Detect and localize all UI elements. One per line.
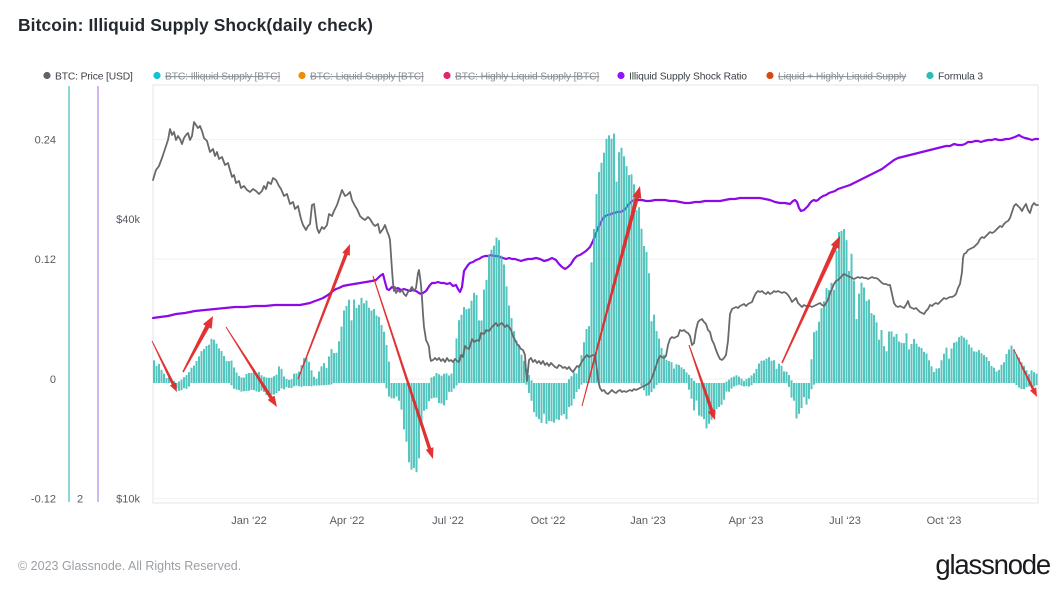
svg-text:0.12: 0.12 xyxy=(35,254,56,266)
svg-text:Oct ‘22: Oct ‘22 xyxy=(531,515,566,527)
svg-text:Oct ‘23: Oct ‘23 xyxy=(927,515,962,527)
svg-text:0: 0 xyxy=(50,374,56,386)
svg-text:Jul ‘22: Jul ‘22 xyxy=(432,515,464,527)
svg-text:Formula 3: Formula 3 xyxy=(938,71,983,82)
svg-text:Jan ‘23: Jan ‘23 xyxy=(630,515,665,527)
svg-text:$40k: $40k xyxy=(116,214,140,226)
svg-text:BTC: Illiquid Supply [BTC]: BTC: Illiquid Supply [BTC] xyxy=(165,71,280,82)
svg-text:Illiquid Supply Shock Ratio: Illiquid Supply Shock Ratio xyxy=(629,71,747,82)
svg-text:© 2023 Glassnode. All Rights R: © 2023 Glassnode. All Rights Reserved. xyxy=(18,559,241,573)
svg-text:-0.12: -0.12 xyxy=(31,494,56,506)
svg-text:Jan ‘22: Jan ‘22 xyxy=(231,515,266,527)
svg-text:glassnode: glassnode xyxy=(935,549,1050,580)
svg-text:Apr ‘23: Apr ‘23 xyxy=(729,515,764,527)
svg-text:BTC: Liquid Supply [BTC]: BTC: Liquid Supply [BTC] xyxy=(310,71,424,82)
svg-text:Liquid + Highly Liquid Supply: Liquid + Highly Liquid Supply xyxy=(778,71,907,82)
svg-text:$10k: $10k xyxy=(116,494,140,506)
svg-text:Jul ‘23: Jul ‘23 xyxy=(829,515,861,527)
svg-text:BTC: Highly Liquid Supply [BTC: BTC: Highly Liquid Supply [BTC] xyxy=(455,71,599,82)
svg-text:0.24: 0.24 xyxy=(35,135,56,147)
svg-text:Apr ‘22: Apr ‘22 xyxy=(330,515,365,527)
svg-text:2: 2 xyxy=(77,494,83,506)
svg-text:BTC: Price [USD]: BTC: Price [USD] xyxy=(55,71,133,82)
svg-text:Bitcoin: Illiquid Supply Shock: Bitcoin: Illiquid Supply Shock(daily che… xyxy=(18,15,373,35)
